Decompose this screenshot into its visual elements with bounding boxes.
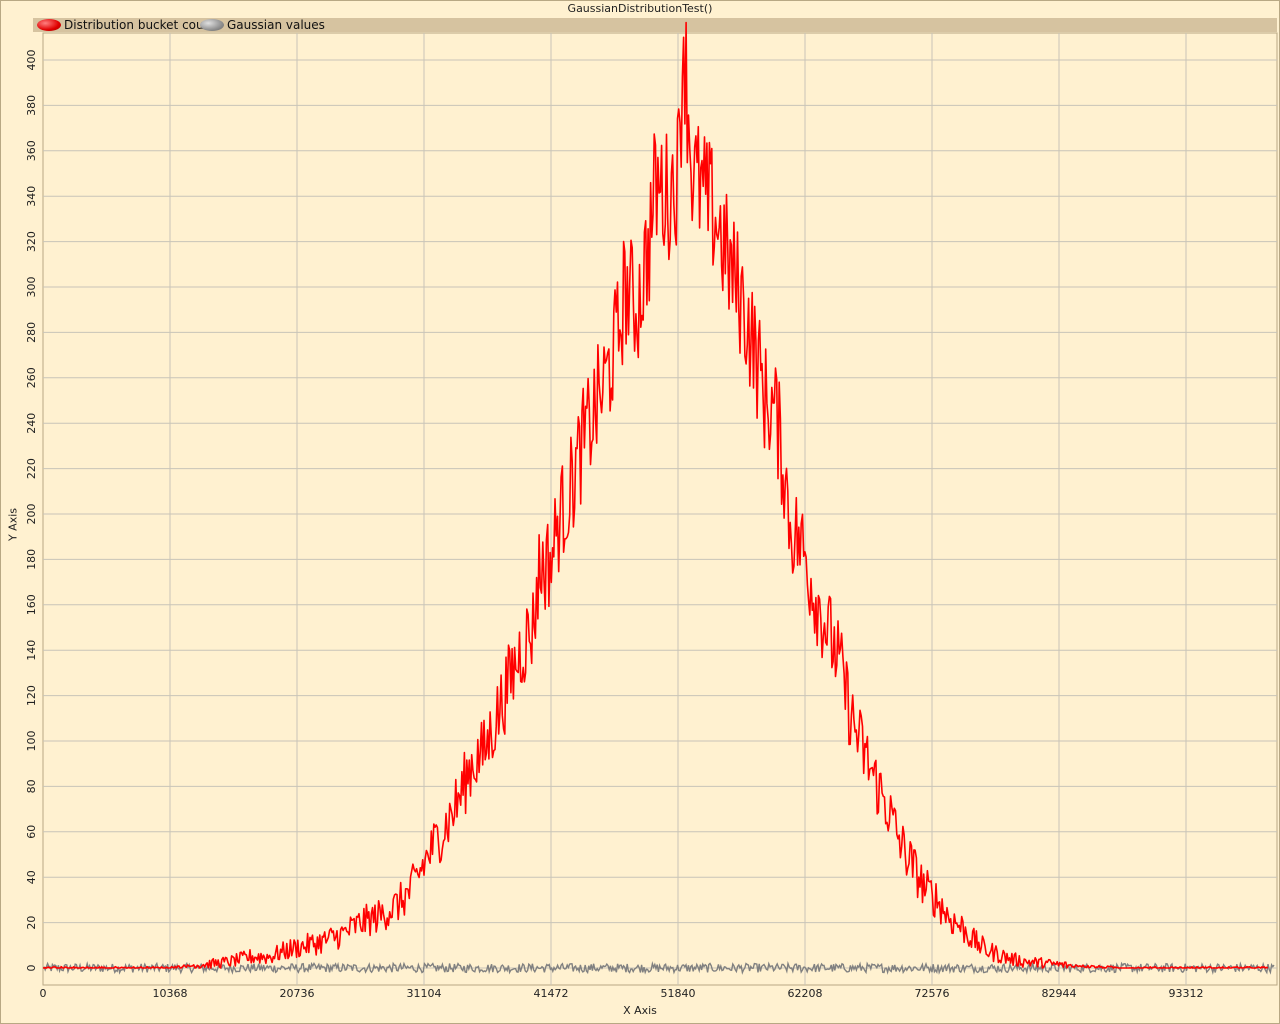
legend: Distribution bucket count Gaussian value…: [33, 18, 1277, 32]
x-tick-label: 20736: [280, 987, 315, 1000]
y-tick-label: 40: [25, 870, 38, 884]
x-tick-label: 41472: [534, 987, 569, 1000]
series-gaussian-values: [43, 960, 1275, 976]
y-tick-label: 340: [25, 186, 38, 207]
legend-item-distribution[interactable]: Distribution bucket count: [37, 18, 216, 32]
y-tick-label: 180: [25, 549, 38, 570]
x-tick-label: 93312: [1169, 987, 1204, 1000]
x-axis-label: X Axis: [623, 1004, 657, 1017]
y-tick-label: 120: [25, 685, 38, 706]
legend-label-gaussian: Gaussian values: [227, 18, 325, 32]
legend-label-distribution: Distribution bucket count: [64, 18, 216, 32]
y-tick-label: 220: [25, 458, 38, 479]
plot-background: [42, 32, 1278, 986]
series-distribution-bucket-count: [42, 21, 1269, 969]
y-tick-label: 80: [25, 779, 38, 793]
x-tick-label: 31104: [407, 987, 442, 1000]
y-tick-label: 400: [25, 50, 38, 71]
y-tick-label: 200: [25, 504, 38, 525]
y-tick-label: 360: [25, 140, 38, 161]
x-tick-label: 0: [40, 987, 47, 1000]
y-tick-label: 0: [25, 965, 38, 972]
legend-item-gaussian[interactable]: Gaussian values: [200, 18, 325, 32]
x-tick-label: 51840: [661, 987, 696, 1000]
y-tick-label: 300: [25, 277, 38, 298]
y-tick-label: 100: [25, 731, 38, 752]
y-tick-label: 380: [25, 95, 38, 116]
y-tick-label: 160: [25, 594, 38, 615]
chart-title: GaussianDistributionTest(): [567, 2, 713, 15]
y-tick-label: 140: [25, 640, 38, 661]
x-tick-label: 72576: [915, 987, 950, 1000]
y-tick-label: 20: [25, 916, 38, 930]
y-tick-label: 260: [25, 367, 38, 388]
x-tick-label: 82944: [1042, 987, 1077, 1000]
gray-ellipse-icon: [200, 19, 224, 31]
y-tick-label: 280: [25, 322, 38, 343]
red-ellipse-icon: [37, 19, 61, 31]
x-tick-label: 62208: [788, 987, 823, 1000]
y-tick-label: 60: [25, 825, 38, 839]
y-tick-label: 240: [25, 413, 38, 434]
y-tick-label: 320: [25, 231, 38, 252]
x-tick-label: 10368: [153, 987, 188, 1000]
